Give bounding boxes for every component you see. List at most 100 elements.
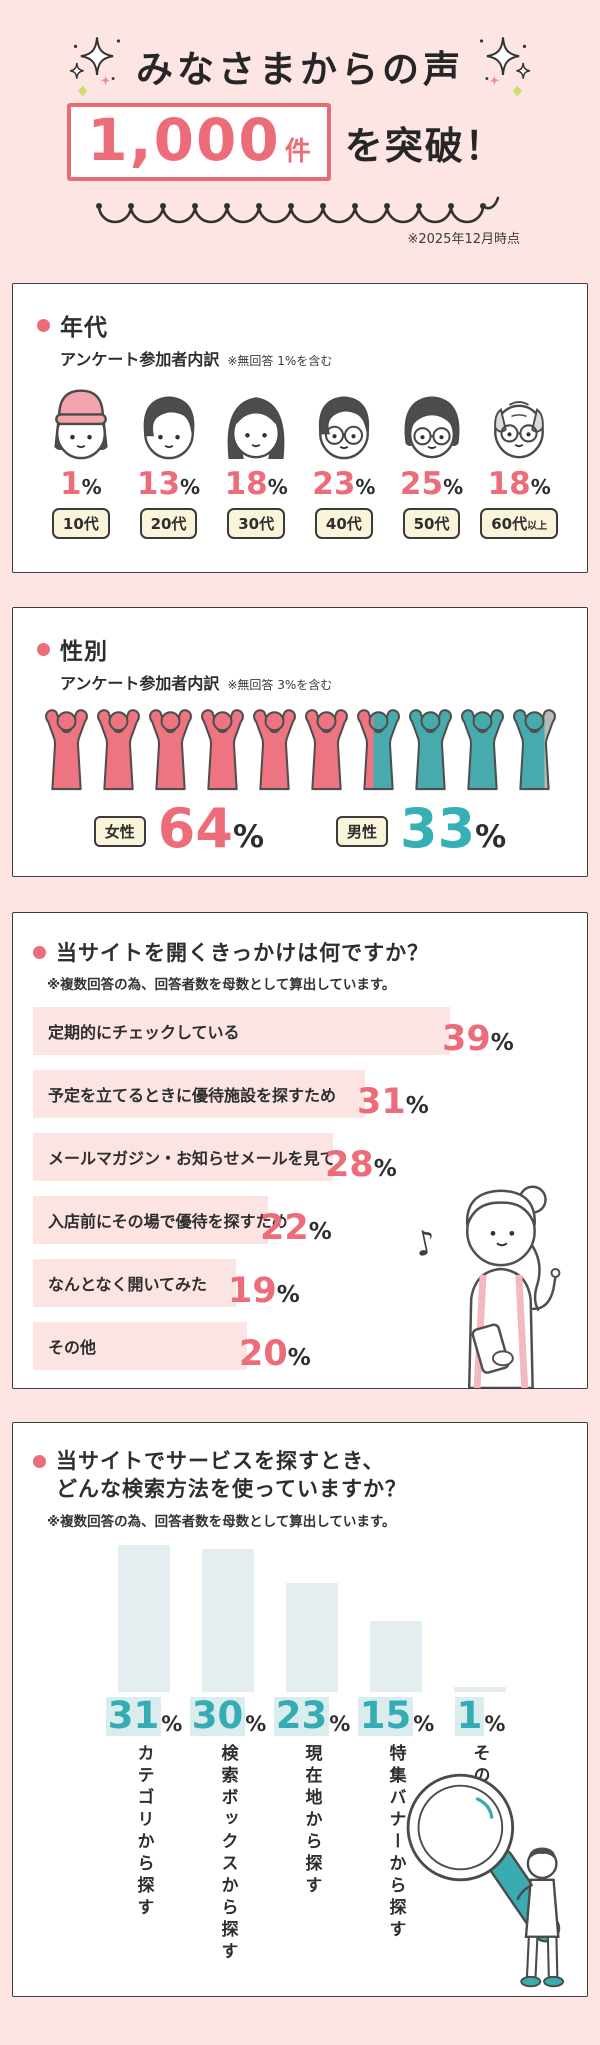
teen-girl-beanie-icon — [43, 378, 119, 466]
header: みなさまからの声 1,000 件 を突破！ — [0, 0, 600, 247]
age-section-card: 年代 アンケート参加者内訳 ※無回答 1%を含む 1% 10代 13% — [12, 283, 588, 573]
age-label-badge: 30代 — [227, 508, 286, 539]
person-pictogram-icon — [252, 709, 296, 791]
age-label-badge: 20代 — [139, 508, 198, 539]
search-method-column: 15% 特集バナーから探す — [354, 1542, 438, 1982]
age-percent: 1% — [60, 466, 102, 502]
search-method-label: 特集バナーから探す — [385, 1743, 406, 1942]
search-note: ※複数回答の為、回答者数を母数として算出しています。 — [47, 1513, 396, 1530]
answer-percent: 39% — [442, 1019, 514, 1059]
answer-label: その他 — [48, 1338, 97, 1357]
age-label-badge: 10代 — [51, 508, 110, 539]
woman-with-phone-illustration: ♪ — [413, 1185, 561, 1388]
age-percent: 18% — [224, 466, 288, 502]
answer-bar: メールマガジン・お知らせメールを見て — [33, 1133, 336, 1181]
person-pictogram-icon — [304, 709, 348, 791]
person-with-magnifier-illustration — [406, 1773, 565, 1988]
age-title: 年代 — [60, 315, 108, 341]
search-method-label: 検索ボックスから探す — [217, 1743, 238, 1964]
woman-30s-icon — [218, 378, 294, 466]
search-method-percent: 31% — [105, 1693, 183, 1737]
person-pictogram-icon — [512, 709, 556, 791]
age-group-item: 13% 20代 — [125, 378, 213, 539]
search-method-column: 30% 検索ボックスから探す — [186, 1542, 270, 1982]
age-label-badge: 60代 以上 — [480, 508, 559, 539]
bullet-dot-icon — [37, 642, 50, 656]
answer-label: メールマガジン・お知らせメールを見て — [48, 1149, 336, 1168]
gender-section-title: 性別 — [37, 632, 563, 666]
answer-bar-row: メールマガジン・お知らせメールを見て 28% — [33, 1133, 567, 1185]
trigger-note: ※複数回答の為、回答者数を母数として算出しています。 — [47, 977, 396, 993]
trigger-bars: 定期的にチェックしている 39% 予定を立てるときに優待施設を探すため 31% … — [33, 1007, 567, 1374]
person-pictogram-icon — [460, 709, 504, 791]
bullet-dot-icon — [37, 318, 50, 332]
answer-bar: なんとなく開いてみた — [33, 1259, 236, 1307]
answer-percent: 31% — [357, 1082, 429, 1122]
person-pictogram-icon — [356, 709, 400, 791]
title-row: みなさまからの声 — [0, 37, 600, 97]
person-pictogram-icon — [200, 709, 244, 791]
music-note-icon: ♪ — [413, 1222, 440, 1265]
age-group-item: 23% 40代 — [300, 378, 388, 539]
search-method-percent: 1% — [454, 1693, 506, 1737]
search-method-bar — [202, 1548, 254, 1692]
age-items-row: 1% 10代 13% 20代 18% 30代 — [37, 378, 563, 539]
age-group-item: 18% 30代 — [212, 378, 300, 539]
search-method-label: カテゴリから探す — [133, 1743, 154, 1920]
woman-glasses-50s-icon — [394, 378, 470, 466]
answer-bar-row: 定期的にチェックしている 39% — [33, 1007, 567, 1059]
age-subtitle-row: アンケート参加者内訳 ※無回答 1%を含む — [37, 346, 563, 370]
trigger-section-card: 当サイトを開くきっかけは何ですか？ ※複数回答の為、回答者数を母数として算出して… — [12, 912, 588, 1389]
answer-bar-row: なんとなく開いてみた 19% — [33, 1259, 567, 1311]
search-section-title: 当サイトでサービスを探すとき、 どんな検索方法を使っていますか？ — [33, 1447, 567, 1504]
search-method-percent: 15% — [357, 1693, 435, 1737]
search-method-column: 31% カテゴリから探す — [102, 1542, 186, 1982]
gender-title: 性別 — [60, 639, 108, 665]
search-method-bar — [370, 1620, 422, 1692]
answer-label: 定期的にチェックしている — [48, 1023, 240, 1042]
man-20s-icon — [131, 378, 207, 466]
answer-label: 予定を立てるときに優待施設を探すため — [48, 1086, 337, 1105]
answer-percent: 20% — [239, 1334, 311, 1374]
page-title: みなさまからの声 — [136, 48, 464, 91]
answer-bar: 入店前にその場で優待を探すため — [33, 1196, 288, 1244]
search-bars-chart: 31% カテゴリから探す 30% 検索ボックスから探す 23% 現在地から探す … — [102, 1542, 522, 1982]
answer-label: なんとなく開いてみた — [48, 1275, 208, 1294]
gender-results-row: 女性 64 % 男性 33 % — [37, 802, 563, 857]
female-percent: 64 — [157, 797, 233, 860]
man-glasses-40s-icon — [306, 378, 382, 466]
search-method-bar — [286, 1582, 338, 1692]
percent-sign: % — [475, 819, 507, 855]
answer-label: 入店前にその場で優待を探すため — [48, 1212, 288, 1231]
male-percent: 33 — [400, 797, 476, 860]
search-method-bar — [454, 1686, 506, 1692]
age-percent: 25% — [399, 466, 464, 502]
search-method-column: 23% 現在地から探す — [270, 1542, 354, 1982]
person-pictogram-icon — [408, 709, 452, 791]
age-group-item: 1% 10代 — [37, 378, 125, 539]
milestone-row: 1,000 件 を突破！ — [0, 98, 586, 186]
count-value: 1,000 — [87, 106, 281, 174]
age-subtitle: アンケート参加者内訳 — [60, 350, 220, 369]
answer-bar: 予定を立てるときに優待施設を探すため — [33, 1070, 365, 1118]
age-label-badge: 40代 — [314, 508, 373, 539]
senior-man-60s-icon — [481, 378, 557, 466]
count-box: 1,000 件 — [67, 103, 331, 181]
wave-divider — [0, 196, 600, 228]
search-method-percent: 30% — [189, 1693, 267, 1737]
trigger-title: 当サイトを開くきっかけは何ですか？ — [56, 941, 430, 965]
male-result: 男性 33 % — [336, 802, 506, 857]
person-pictogram-icon — [148, 709, 192, 791]
search-method-bar — [118, 1544, 170, 1692]
search-section-card: 当サイトでサービスを探すとき、 どんな検索方法を使っていますか？ ※複数回答の為… — [12, 1422, 588, 1997]
percent-sign: % — [232, 819, 264, 855]
gender-subtitle-row: アンケート参加者内訳 ※無回答 3%を含む — [37, 670, 563, 694]
age-group-item: 18% 60代 以上 — [475, 378, 563, 539]
answer-percent: 22% — [260, 1208, 332, 1248]
age-label-badge: 50代 — [402, 508, 461, 539]
person-pictogram-icon — [44, 709, 88, 791]
search-method-label: 現在地から探す — [301, 1743, 322, 1898]
answer-percent: 19% — [228, 1271, 300, 1311]
count-unit: 件 — [284, 137, 311, 167]
female-label-badge: 女性 — [93, 816, 146, 847]
